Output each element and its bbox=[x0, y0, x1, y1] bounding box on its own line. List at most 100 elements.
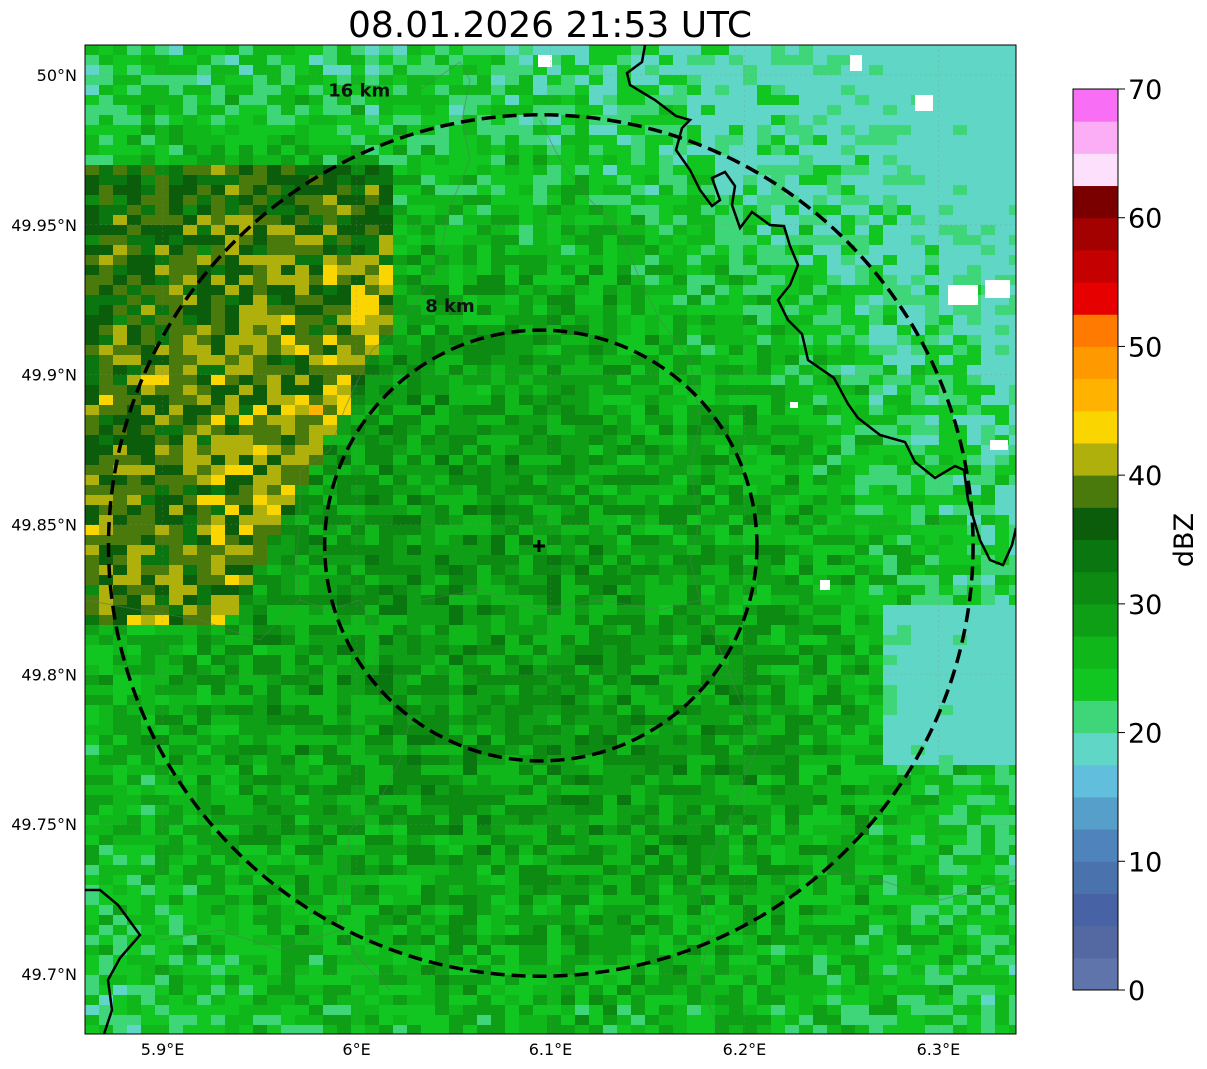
reflectivity-cell bbox=[323, 365, 337, 375]
reflectivity-cell bbox=[407, 705, 421, 715]
reflectivity-cell bbox=[141, 605, 155, 615]
reflectivity-cell bbox=[141, 445, 155, 455]
reflectivity-cell bbox=[239, 135, 253, 145]
reflectivity-cell bbox=[659, 355, 673, 365]
reflectivity-cell bbox=[729, 505, 743, 515]
reflectivity-cell bbox=[869, 655, 883, 665]
reflectivity-cell bbox=[393, 55, 407, 65]
reflectivity-cell bbox=[687, 545, 701, 555]
reflectivity-cell bbox=[169, 585, 183, 595]
reflectivity-cell bbox=[645, 215, 659, 225]
reflectivity-cell bbox=[561, 435, 575, 445]
reflectivity-cell bbox=[1009, 235, 1016, 245]
reflectivity-cell bbox=[253, 45, 267, 55]
reflectivity-cell bbox=[603, 85, 617, 95]
reflectivity-cell bbox=[421, 485, 435, 495]
reflectivity-cell bbox=[785, 685, 799, 695]
reflectivity-cell bbox=[477, 275, 491, 285]
reflectivity-cell bbox=[309, 565, 323, 575]
reflectivity-cell bbox=[603, 185, 617, 195]
reflectivity-cell bbox=[141, 285, 155, 295]
reflectivity-cell bbox=[995, 685, 1009, 695]
reflectivity-cell bbox=[673, 365, 687, 375]
reflectivity-cell bbox=[267, 95, 281, 105]
reflectivity-cell bbox=[701, 65, 715, 75]
reflectivity-cell bbox=[99, 635, 113, 645]
reflectivity-cell bbox=[547, 65, 561, 75]
reflectivity-cell bbox=[169, 165, 183, 175]
reflectivity-cell bbox=[967, 735, 981, 745]
reflectivity-cell bbox=[897, 755, 911, 765]
reflectivity-cell bbox=[435, 355, 449, 365]
reflectivity-cell bbox=[141, 385, 155, 395]
reflectivity-cell bbox=[323, 575, 337, 585]
reflectivity-cell bbox=[617, 435, 631, 445]
reflectivity-cell bbox=[239, 555, 253, 565]
reflectivity-cell bbox=[127, 595, 141, 605]
reflectivity-cell bbox=[911, 715, 925, 725]
reflectivity-cell bbox=[463, 345, 477, 355]
reflectivity-cell bbox=[617, 405, 631, 415]
reflectivity-cell bbox=[827, 595, 841, 605]
reflectivity-cell bbox=[85, 95, 99, 105]
reflectivity-cell bbox=[85, 315, 99, 325]
reflectivity-cell bbox=[631, 665, 645, 675]
reflectivity-cell bbox=[239, 285, 253, 295]
reflectivity-cell bbox=[715, 475, 729, 485]
reflectivity-cell bbox=[421, 215, 435, 225]
reflectivity-cell bbox=[505, 105, 519, 115]
reflectivity-cell bbox=[939, 765, 953, 775]
reflectivity-cell bbox=[533, 355, 547, 365]
reflectivity-cell bbox=[617, 45, 631, 55]
reflectivity-cell bbox=[659, 185, 673, 195]
reflectivity-cell bbox=[561, 685, 575, 695]
reflectivity-cell bbox=[295, 545, 309, 555]
reflectivity-cell bbox=[211, 325, 225, 335]
reflectivity-cell bbox=[659, 705, 673, 715]
reflectivity-cell bbox=[309, 785, 323, 795]
reflectivity-cell bbox=[603, 385, 617, 395]
reflectivity-cell bbox=[589, 325, 603, 335]
reflectivity-cell bbox=[883, 605, 897, 615]
reflectivity-cell bbox=[631, 325, 645, 335]
reflectivity-cell bbox=[939, 715, 953, 725]
reflectivity-cell bbox=[393, 685, 407, 695]
reflectivity-cell bbox=[295, 585, 309, 595]
reflectivity-cell bbox=[169, 95, 183, 105]
reflectivity-cell bbox=[309, 765, 323, 775]
reflectivity-cell bbox=[603, 525, 617, 535]
reflectivity-cell bbox=[617, 705, 631, 715]
reflectivity-cell bbox=[449, 525, 463, 535]
reflectivity-cell bbox=[337, 715, 351, 725]
reflectivity-cell bbox=[743, 325, 757, 335]
reflectivity-cell bbox=[715, 195, 729, 205]
reflectivity-cell bbox=[449, 225, 463, 235]
reflectivity-cell bbox=[253, 765, 267, 775]
reflectivity-cell bbox=[575, 475, 589, 485]
reflectivity-cell bbox=[575, 355, 589, 365]
reflectivity-cell bbox=[855, 705, 869, 715]
reflectivity-cell bbox=[435, 275, 449, 285]
reflectivity-cell bbox=[911, 305, 925, 315]
reflectivity-cell bbox=[743, 485, 757, 495]
reflectivity-cell bbox=[407, 605, 421, 615]
reflectivity-cell bbox=[785, 615, 799, 625]
reflectivity-cell bbox=[323, 125, 337, 135]
reflectivity-cell bbox=[99, 585, 113, 595]
reflectivity-cell bbox=[855, 185, 869, 195]
reflectivity-cell bbox=[463, 325, 477, 335]
reflectivity-cell bbox=[519, 95, 533, 105]
reflectivity-cell bbox=[505, 65, 519, 75]
reflectivity-cell bbox=[575, 555, 589, 565]
reflectivity-cell bbox=[435, 735, 449, 745]
reflectivity-cell bbox=[225, 145, 239, 155]
reflectivity-cell bbox=[351, 105, 365, 115]
reflectivity-cell bbox=[169, 535, 183, 545]
reflectivity-cell bbox=[659, 385, 673, 395]
reflectivity-cell bbox=[813, 295, 827, 305]
reflectivity-cell bbox=[799, 705, 813, 715]
reflectivity-cell bbox=[1009, 475, 1016, 485]
reflectivity-cell bbox=[869, 625, 883, 635]
reflectivity-cell bbox=[337, 345, 351, 355]
reflectivity-cell bbox=[253, 245, 267, 255]
